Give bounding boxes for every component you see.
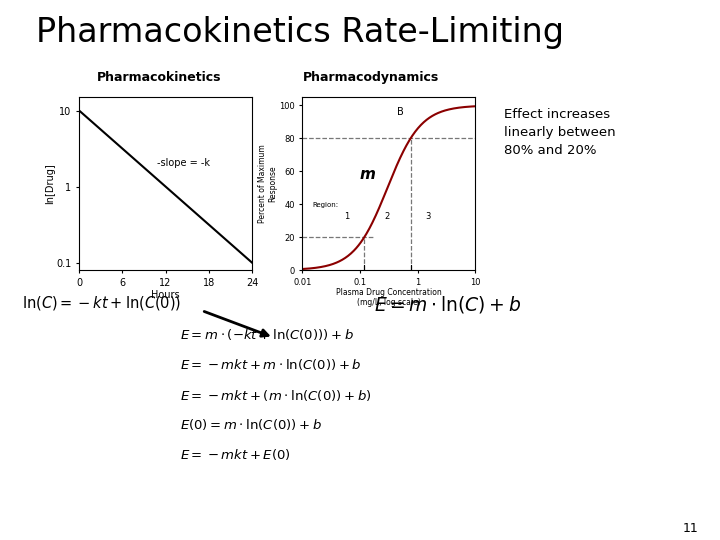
Text: Effect increases
linearly between
80% and 20%: Effect increases linearly between 80% an… xyxy=(504,108,616,157)
Text: -slope = -k: -slope = -k xyxy=(157,158,210,168)
Text: $E = -mkt + E(0)$: $E = -mkt + E(0)$ xyxy=(180,447,291,462)
Text: 11: 11 xyxy=(683,522,698,535)
Text: Pharmacokinetics: Pharmacokinetics xyxy=(97,71,222,84)
Text: Region:: Region: xyxy=(312,202,338,208)
Text: Pharmacodynamics: Pharmacodynamics xyxy=(302,71,438,84)
Text: $E = -mkt + (m \cdot \ln(C(0)) + b)$: $E = -mkt + (m \cdot \ln(C(0)) + b)$ xyxy=(180,388,372,403)
Text: Pharmacokinetics Rate-Limiting: Pharmacokinetics Rate-Limiting xyxy=(36,16,564,49)
Y-axis label: Percent of Maximum
Response: Percent of Maximum Response xyxy=(258,144,278,223)
Y-axis label: ln[Drug]: ln[Drug] xyxy=(45,163,55,204)
Text: m: m xyxy=(360,167,376,183)
Text: 3: 3 xyxy=(426,212,431,221)
X-axis label: Hours: Hours xyxy=(151,291,180,300)
Text: $E(0) = m \cdot \ln(C(0)) + b$: $E(0) = m \cdot \ln(C(0)) + b$ xyxy=(180,417,322,432)
Text: 1: 1 xyxy=(344,212,350,221)
Text: 2: 2 xyxy=(385,212,390,221)
X-axis label: Plasma Drug Concentration
(mg/L, log scale): Plasma Drug Concentration (mg/L, log sca… xyxy=(336,288,441,307)
Text: B: B xyxy=(397,107,404,117)
Text: $\ln(C) = -kt + \ln(C(0))$: $\ln(C) = -kt + \ln(C(0))$ xyxy=(22,294,181,312)
Text: $E = -mkt + m \cdot \ln(C(0)) + b$: $E = -mkt + m \cdot \ln(C(0)) + b$ xyxy=(180,357,361,373)
Text: $E = m \cdot \ln(C) + b$: $E = m \cdot \ln(C) + b$ xyxy=(374,294,521,315)
Text: $E = m \cdot (-kt + \ln(C(0))) + b$: $E = m \cdot (-kt + \ln(C(0))) + b$ xyxy=(180,327,354,342)
